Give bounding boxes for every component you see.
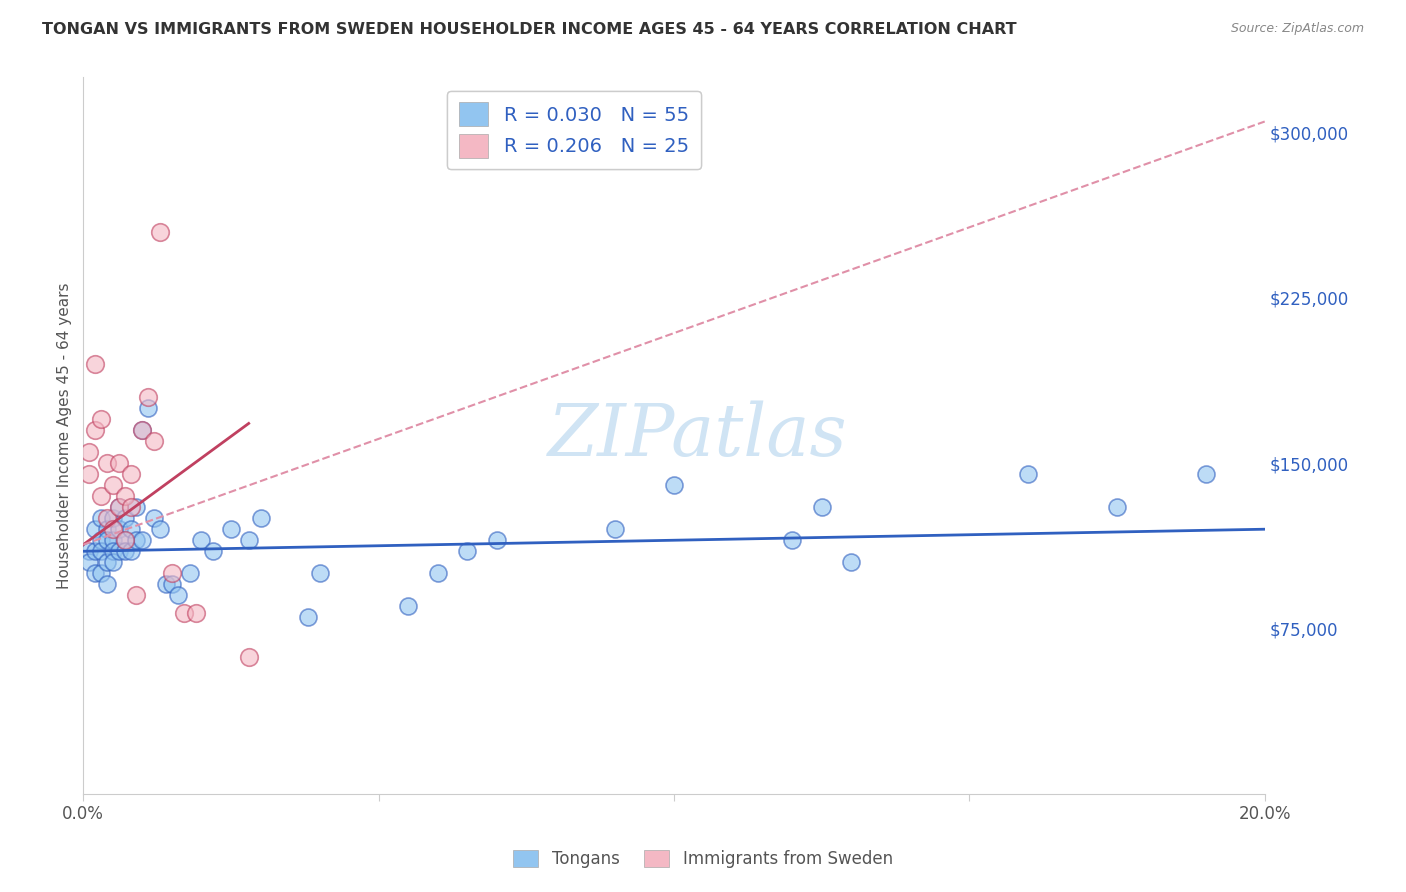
Point (1105, 500, 1128, 515)
Point (143, 434, 166, 448)
Point (101, 533, 124, 548)
Point (160, 577, 183, 591)
Point (77, 544, 100, 558)
Y-axis label: Householder Income Ages 45 - 64 years: Householder Income Ages 45 - 64 years (58, 282, 72, 589)
Point (84, 566, 107, 581)
Point (297, 610, 319, 624)
Point (131, 533, 153, 548)
Point (1017, 467, 1039, 482)
Point (114, 489, 136, 503)
Point (101, 522, 124, 536)
Point (77, 445, 100, 459)
Point (662, 478, 685, 492)
Point (810, 500, 832, 515)
Point (120, 544, 142, 558)
Point (155, 577, 177, 591)
Point (84, 522, 107, 536)
Point (107, 500, 129, 515)
Point (90, 489, 112, 503)
Point (114, 533, 136, 548)
Point (136, 390, 159, 404)
Point (190, 533, 212, 548)
Point (125, 500, 148, 515)
Point (219, 522, 242, 536)
Point (173, 606, 195, 620)
Point (84, 544, 107, 558)
Point (780, 533, 803, 548)
Point (396, 599, 419, 614)
Point (120, 500, 142, 515)
Point (149, 225, 172, 239)
Text: TONGAN VS IMMIGRANTS FROM SWEDEN HOUSEHOLDER INCOME AGES 45 - 64 YEARS CORRELATI: TONGAN VS IMMIGRANTS FROM SWEDEN HOUSEHO… (42, 22, 1017, 37)
Point (125, 588, 148, 602)
Point (249, 511, 271, 525)
Point (125, 533, 148, 548)
Point (456, 544, 478, 558)
Point (120, 522, 142, 536)
Point (101, 544, 124, 558)
Point (114, 511, 136, 525)
Point (77, 467, 100, 482)
Point (166, 588, 188, 602)
Point (90, 511, 112, 525)
Point (107, 500, 129, 515)
Point (1194, 467, 1216, 482)
Point (136, 401, 159, 415)
Point (120, 467, 142, 482)
Point (114, 544, 136, 558)
Point (179, 566, 201, 581)
Point (308, 566, 330, 581)
Point (160, 566, 183, 581)
Point (77, 555, 100, 569)
Point (238, 650, 260, 665)
Point (96, 456, 118, 470)
Point (131, 423, 153, 437)
Point (101, 555, 124, 569)
Point (107, 456, 129, 470)
Legend: Tongans, Immigrants from Sweden: Tongans, Immigrants from Sweden (506, 843, 900, 875)
Point (149, 522, 172, 536)
Point (101, 511, 124, 525)
Point (96, 533, 118, 548)
Point (90, 566, 112, 581)
Point (90, 412, 112, 426)
Point (202, 544, 225, 558)
Point (84, 423, 107, 437)
Legend: R = 0.030   N = 55, R = 0.206   N = 25: R = 0.030 N = 55, R = 0.206 N = 25 (447, 91, 700, 169)
Point (84, 357, 107, 371)
Point (114, 533, 136, 548)
Point (839, 555, 862, 569)
Point (90, 544, 112, 558)
Point (143, 511, 166, 525)
Point (90, 533, 112, 548)
Point (96, 522, 118, 536)
Text: Source: ZipAtlas.com: Source: ZipAtlas.com (1230, 22, 1364, 36)
Text: ZIPatlas: ZIPatlas (548, 401, 848, 471)
Point (238, 533, 260, 548)
Point (485, 533, 508, 548)
Point (96, 577, 118, 591)
Point (96, 555, 118, 569)
Point (101, 478, 124, 492)
Point (131, 423, 153, 437)
Point (96, 511, 118, 525)
Point (426, 566, 449, 581)
Point (184, 606, 207, 620)
Point (107, 522, 129, 536)
Point (603, 522, 626, 536)
Point (107, 544, 129, 558)
